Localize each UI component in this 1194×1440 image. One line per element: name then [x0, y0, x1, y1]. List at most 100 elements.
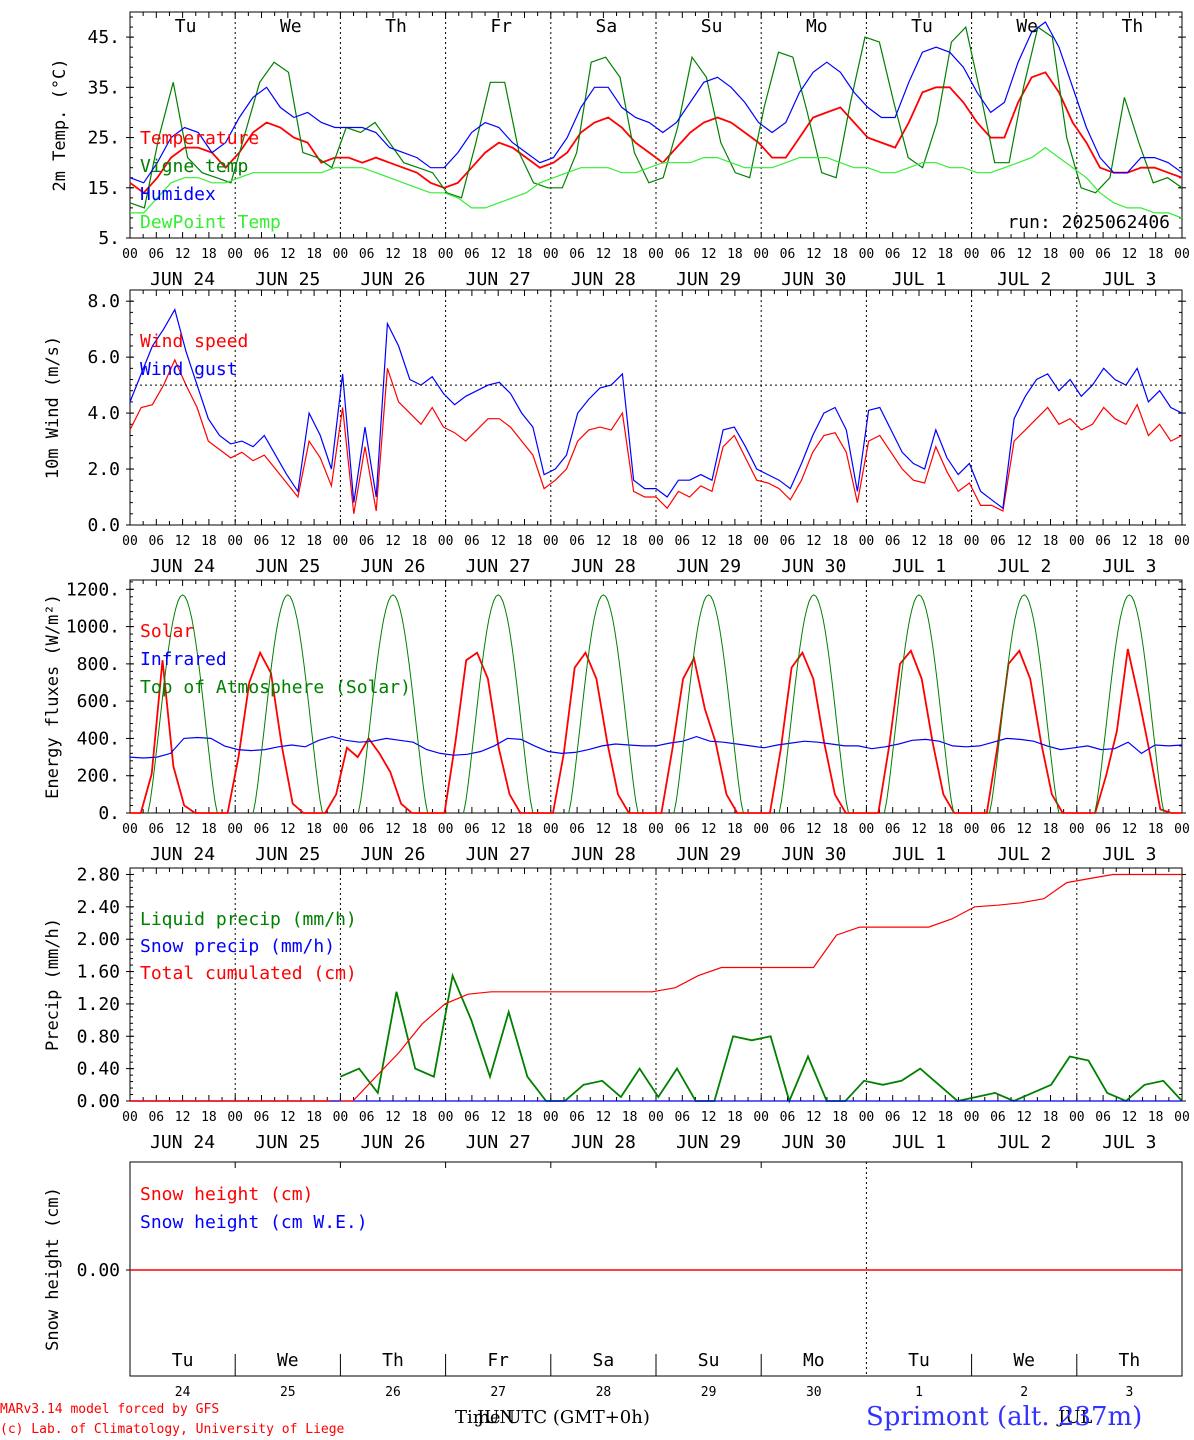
hour-label: 12 [280, 822, 296, 837]
date-label: JUN 25 [255, 844, 320, 865]
hour-label: 06 [359, 247, 375, 262]
date-label: JUN 28 [571, 844, 636, 865]
hour-label: 12 [911, 247, 927, 262]
hour-label: 06 [254, 1110, 270, 1125]
hour-label: 12 [1016, 1110, 1032, 1125]
y-axis-label: 10m Wind (m/s) [43, 336, 63, 479]
hour-label: 06 [464, 534, 480, 549]
y-tick-label: 4.0 [87, 403, 120, 424]
hour-label: 18 [937, 534, 953, 549]
day-name: Tu [911, 16, 933, 37]
hour-label: 00 [753, 247, 769, 262]
hour-label: 12 [911, 822, 927, 837]
date-label: JUL 1 [892, 844, 946, 865]
hour-label: 00 [438, 247, 454, 262]
date-label: JUN 28 [571, 556, 636, 577]
hour-label: 00 [333, 1110, 349, 1125]
date-label: JUN 24 [150, 556, 215, 577]
hour-label: 18 [201, 534, 217, 549]
y-tick-label: 45. [87, 27, 120, 48]
hour-label: 18 [517, 1110, 533, 1125]
y-tick-label: 0.00 [77, 1260, 120, 1281]
hour-label: 12 [490, 247, 506, 262]
footer-credits: MARv3.14 model forced by GFS (c) Lab. of… [0, 1400, 344, 1440]
y-tick-label: 15. [87, 178, 120, 199]
hour-label: 00 [543, 247, 559, 262]
hour-label: 12 [1122, 534, 1138, 549]
day-number: 26 [385, 1385, 401, 1400]
hour-label: 18 [622, 1110, 638, 1125]
hour-label: 18 [832, 822, 848, 837]
hour-label: 06 [254, 534, 270, 549]
hour-label: 00 [543, 534, 559, 549]
y-axis-label: Snow height (cm) [43, 1187, 63, 1351]
hour-label: 18 [517, 247, 533, 262]
legend-entry: Wind gust [140, 359, 238, 380]
hour-label: 12 [911, 1110, 927, 1125]
hour-label: 12 [701, 1110, 717, 1125]
day-number: 24 [175, 1385, 191, 1400]
date-label: JUN 29 [676, 269, 741, 290]
date-label: JUN 26 [360, 556, 425, 577]
date-label: JUL 2 [997, 269, 1051, 290]
y-tick-label: 6.0 [87, 347, 120, 368]
hour-label: 06 [569, 534, 585, 549]
hour-label: 12 [490, 534, 506, 549]
hour-label: 06 [148, 822, 164, 837]
legend-entry: Liquid precip (mm/h) [140, 909, 357, 930]
hour-label: 00 [648, 1110, 664, 1125]
legend-entry: Total cumulated (cm) [140, 963, 357, 984]
hour-label: 12 [596, 534, 612, 549]
y-tick-label: 1.60 [77, 962, 120, 983]
hour-label: 06 [464, 822, 480, 837]
hour-label: 00 [964, 822, 980, 837]
hour-label: 12 [280, 1110, 296, 1125]
hour-label: 18 [411, 534, 427, 549]
day-name: Sa [593, 1350, 615, 1371]
hour-label: 12 [1122, 247, 1138, 262]
date-label: JUN 26 [360, 1132, 425, 1153]
y-tick-label: 0.40 [77, 1059, 120, 1080]
hour-label: 06 [254, 822, 270, 837]
hour-label: 12 [596, 1110, 612, 1125]
hour-label: 12 [701, 534, 717, 549]
hour-label: 18 [1148, 1110, 1164, 1125]
hour-label: 06 [1095, 534, 1111, 549]
hour-label: 06 [359, 534, 375, 549]
y-tick-label: 35. [87, 77, 120, 98]
legend-entry: Snow precip (mm/h) [140, 936, 335, 957]
hour-label: 12 [701, 822, 717, 837]
day-name: Th [382, 1350, 404, 1371]
hour-label: 12 [806, 247, 822, 262]
date-label: JUN 27 [466, 844, 531, 865]
hour-label: 06 [990, 822, 1006, 837]
hour-label: 06 [569, 1110, 585, 1125]
hour-label: 12 [596, 822, 612, 837]
hour-label: 06 [780, 534, 796, 549]
hour-label: 12 [1016, 534, 1032, 549]
y-tick-label: 0.0 [87, 515, 120, 536]
hour-label: 00 [333, 247, 349, 262]
hour-label: 18 [1043, 1110, 1059, 1125]
hour-label: 00 [1069, 247, 1085, 262]
x-axis-label: Time UTC (GMT+0h) [455, 1407, 650, 1428]
hour-label: 06 [148, 534, 164, 549]
hour-label: 06 [569, 822, 585, 837]
hour-label: 00 [1174, 1110, 1190, 1125]
series-line [129, 358, 1183, 514]
footer-model: MARv3.14 model forced by GFS [0, 1402, 220, 1417]
hour-label: 00 [753, 534, 769, 549]
day-number: 3 [1125, 1385, 1133, 1400]
hour-label: 12 [1122, 1110, 1138, 1125]
hour-label: 18 [306, 1110, 322, 1125]
day-name: Mo [806, 16, 828, 37]
y-axis-label: Energy fluxes (W/m²) [43, 594, 63, 799]
day-name: Fr [490, 16, 512, 37]
hour-label: 06 [885, 822, 901, 837]
hour-label: 00 [648, 822, 664, 837]
legend-entry: Temperature [140, 128, 259, 149]
day-name: Mo [803, 1350, 825, 1371]
hour-label: 18 [517, 822, 533, 837]
date-label: JUN 27 [466, 556, 531, 577]
hour-label: 12 [490, 1110, 506, 1125]
